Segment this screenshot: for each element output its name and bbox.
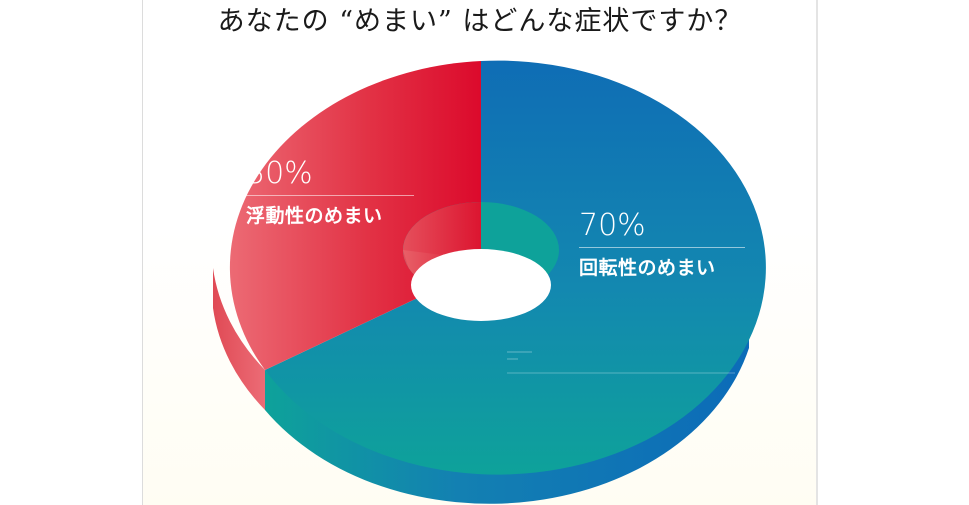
floating-divider (246, 195, 414, 196)
floating-label: 30% 回転性のめまい 浮動性のめまい (246, 157, 414, 228)
floating-side (213, 268, 265, 410)
rotational-percent: 70% (579, 208, 646, 243)
rotational-divider (579, 247, 745, 248)
rotational-name: 回転性のめまい (579, 257, 716, 279)
chart-title: あなたの “めまい” はどんな症状ですか？ (217, 6, 743, 37)
floating-name-text: 浮動性のめまい (246, 205, 383, 227)
floating-percent: 30% (246, 156, 313, 191)
rotational-label: 70% 回転性のめまい (579, 209, 745, 280)
